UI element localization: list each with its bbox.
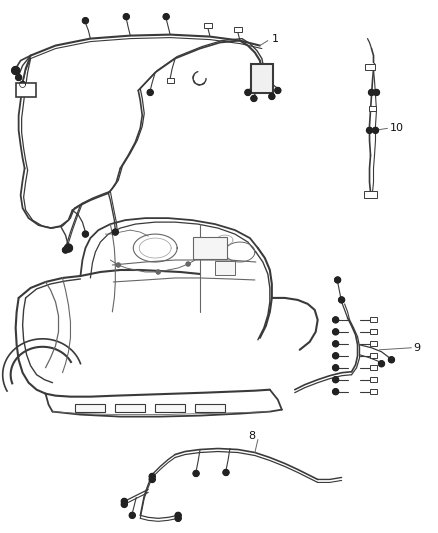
Polygon shape bbox=[339, 297, 345, 303]
Bar bbox=[364, 63, 374, 69]
Bar bbox=[370, 365, 377, 370]
Polygon shape bbox=[121, 498, 127, 504]
Polygon shape bbox=[112, 229, 118, 235]
Bar bbox=[155, 403, 185, 411]
Bar bbox=[370, 377, 377, 382]
Polygon shape bbox=[332, 353, 339, 359]
Polygon shape bbox=[367, 127, 372, 133]
Polygon shape bbox=[335, 277, 341, 283]
Polygon shape bbox=[117, 263, 120, 267]
Polygon shape bbox=[251, 95, 257, 101]
Polygon shape bbox=[332, 365, 339, 371]
Bar bbox=[16, 84, 35, 98]
Bar bbox=[370, 317, 377, 322]
Bar bbox=[370, 341, 377, 346]
Polygon shape bbox=[332, 389, 339, 394]
Bar bbox=[234, 27, 242, 32]
Polygon shape bbox=[121, 502, 127, 507]
Polygon shape bbox=[368, 90, 374, 95]
Bar bbox=[364, 191, 378, 198]
Polygon shape bbox=[63, 247, 68, 253]
Bar bbox=[370, 389, 377, 394]
Polygon shape bbox=[186, 262, 190, 266]
Polygon shape bbox=[175, 512, 181, 518]
Bar bbox=[115, 403, 145, 411]
Polygon shape bbox=[193, 471, 199, 477]
Polygon shape bbox=[275, 87, 281, 93]
Polygon shape bbox=[156, 270, 160, 274]
Polygon shape bbox=[64, 244, 72, 252]
Polygon shape bbox=[16, 75, 21, 80]
Polygon shape bbox=[332, 329, 339, 335]
Text: 8: 8 bbox=[248, 431, 255, 441]
Polygon shape bbox=[389, 357, 395, 363]
Polygon shape bbox=[129, 512, 135, 518]
Polygon shape bbox=[147, 90, 153, 95]
Polygon shape bbox=[82, 18, 88, 23]
Bar bbox=[368, 106, 377, 111]
Polygon shape bbox=[163, 14, 169, 20]
Polygon shape bbox=[149, 473, 155, 480]
Polygon shape bbox=[332, 341, 339, 347]
Polygon shape bbox=[332, 317, 339, 323]
Polygon shape bbox=[20, 82, 25, 87]
Polygon shape bbox=[175, 515, 181, 521]
Polygon shape bbox=[149, 477, 155, 482]
Polygon shape bbox=[223, 470, 229, 475]
Bar bbox=[204, 23, 212, 28]
Polygon shape bbox=[378, 361, 385, 367]
Polygon shape bbox=[374, 90, 379, 95]
Polygon shape bbox=[82, 231, 88, 237]
Bar bbox=[195, 403, 225, 411]
Bar bbox=[167, 78, 173, 83]
Text: 9: 9 bbox=[413, 343, 420, 353]
Text: 10: 10 bbox=[389, 123, 403, 133]
Bar bbox=[193, 237, 227, 259]
Text: 1: 1 bbox=[272, 34, 279, 44]
Polygon shape bbox=[124, 14, 129, 20]
Polygon shape bbox=[372, 127, 378, 133]
Polygon shape bbox=[12, 67, 20, 75]
Bar bbox=[370, 329, 377, 334]
Bar bbox=[215, 261, 235, 275]
Bar bbox=[251, 63, 273, 93]
Polygon shape bbox=[269, 93, 275, 100]
Polygon shape bbox=[245, 90, 251, 95]
Polygon shape bbox=[332, 377, 339, 383]
Bar bbox=[75, 403, 106, 411]
Bar bbox=[370, 353, 377, 358]
